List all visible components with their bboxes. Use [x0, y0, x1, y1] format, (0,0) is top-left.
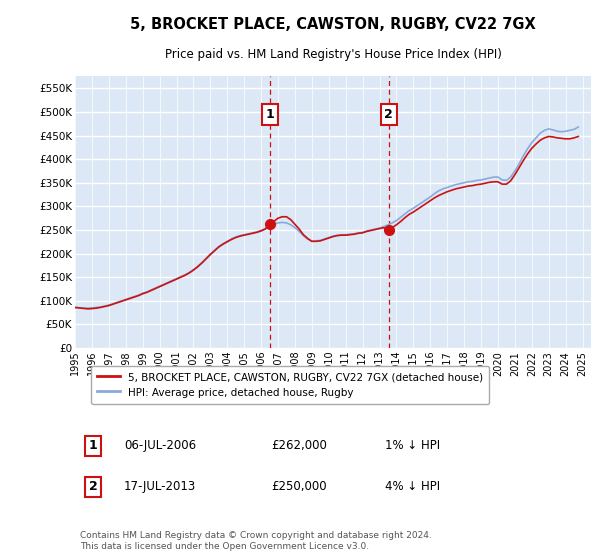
Text: 2: 2: [384, 108, 393, 121]
Text: 4% ↓ HPI: 4% ↓ HPI: [385, 480, 440, 493]
Text: Contains HM Land Registry data © Crown copyright and database right 2024.
This d: Contains HM Land Registry data © Crown c…: [80, 531, 432, 550]
Text: £250,000: £250,000: [271, 480, 327, 493]
Text: Price paid vs. HM Land Registry's House Price Index (HPI): Price paid vs. HM Land Registry's House …: [164, 48, 502, 62]
Text: £262,000: £262,000: [271, 440, 327, 452]
Text: 1: 1: [266, 108, 275, 121]
Text: 17-JUL-2013: 17-JUL-2013: [124, 480, 196, 493]
Text: 1: 1: [89, 440, 97, 452]
Text: 2: 2: [89, 480, 97, 493]
Text: 1% ↓ HPI: 1% ↓ HPI: [385, 440, 440, 452]
Text: 06-JUL-2006: 06-JUL-2006: [124, 440, 196, 452]
Text: 5, BROCKET PLACE, CAWSTON, RUGBY, CV22 7GX: 5, BROCKET PLACE, CAWSTON, RUGBY, CV22 7…: [130, 17, 536, 32]
Legend: 5, BROCKET PLACE, CAWSTON, RUGBY, CV22 7GX (detached house), HPI: Average price,: 5, BROCKET PLACE, CAWSTON, RUGBY, CV22 7…: [91, 366, 490, 404]
